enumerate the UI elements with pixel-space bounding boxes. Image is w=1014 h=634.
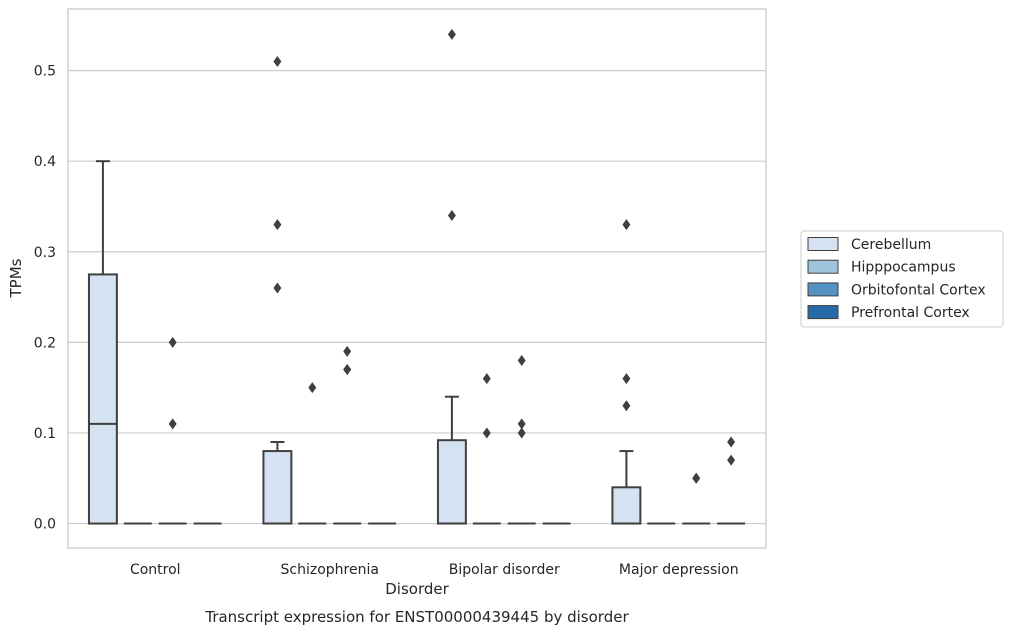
y-tick-label: 0.1 xyxy=(34,426,56,442)
box xyxy=(262,450,293,525)
box-group xyxy=(682,472,711,525)
y-axis-ticks: 0.0 0.1 0.2 0.3 0.4 0.5 xyxy=(34,64,56,533)
outlier-point xyxy=(517,354,526,366)
chart-caption: Transcript expression for ENST0000043944… xyxy=(204,608,629,626)
outlier-point xyxy=(727,454,736,466)
y-tick-label: 0.0 xyxy=(34,517,56,533)
outlier-point xyxy=(622,400,631,412)
legend-swatch xyxy=(807,237,839,251)
outlier-point xyxy=(692,472,701,484)
box-group xyxy=(436,28,467,525)
box-group xyxy=(717,436,746,525)
x-axis-ticks: Control Schizophrenia Bipolar disorder Majo… xyxy=(130,562,739,578)
outlier-point xyxy=(273,282,282,294)
plot-frame xyxy=(67,8,767,549)
outlier-point xyxy=(622,219,631,231)
outlier-point xyxy=(168,336,177,348)
box xyxy=(87,273,118,525)
outlier-point xyxy=(168,418,177,430)
outlier-point xyxy=(727,436,736,448)
outlier-point xyxy=(343,345,352,357)
x-tick-label: Schizophrenia xyxy=(281,562,379,578)
grid-lines xyxy=(68,69,766,525)
box-group xyxy=(472,373,501,525)
legend: Cerebellum Hipppocampus Orbitofontal Corte… xyxy=(800,230,1004,328)
box-group xyxy=(507,354,536,525)
box xyxy=(436,439,467,525)
y-axis-label: TPMs xyxy=(7,258,25,298)
x-tick-label: Bipolar disorder xyxy=(449,562,560,578)
outlier-point xyxy=(273,219,282,231)
box-group xyxy=(87,160,118,525)
box-group xyxy=(158,336,187,525)
outlier-point xyxy=(308,382,317,394)
outlier-point xyxy=(482,427,491,439)
outlier-point xyxy=(447,210,456,222)
legend-swatch xyxy=(807,282,839,297)
box-group xyxy=(262,56,293,525)
y-tick-label: 0.3 xyxy=(34,245,56,261)
x-tick-label: Major depression xyxy=(619,562,739,578)
legend-label: Prefrontal Cortex xyxy=(851,305,970,321)
legend-label: Cerebellum xyxy=(851,237,931,253)
outlier-point xyxy=(622,373,631,385)
outlier-point xyxy=(517,418,526,430)
y-tick-label: 0.2 xyxy=(34,335,56,351)
box xyxy=(611,486,642,525)
legend-label: Orbitofontal Cortex xyxy=(851,282,986,298)
box-group xyxy=(611,219,642,525)
legend-frame xyxy=(800,230,1004,328)
box-group xyxy=(298,382,327,525)
x-axis-label: Disorder xyxy=(385,580,449,598)
outlier-point xyxy=(517,427,526,439)
outlier-point xyxy=(482,373,491,385)
y-tick-label: 0.5 xyxy=(34,64,56,80)
outlier-point xyxy=(343,364,352,376)
outlier-point xyxy=(447,28,456,40)
box-plots xyxy=(87,28,746,525)
outlier-point xyxy=(273,56,282,68)
box-group xyxy=(333,345,362,525)
legend-swatch xyxy=(807,259,839,274)
x-tick-label: Control xyxy=(130,562,181,578)
y-tick-label: 0.4 xyxy=(34,154,56,170)
legend-label: Hipppocampus xyxy=(851,260,956,276)
legend-swatch xyxy=(807,305,839,320)
